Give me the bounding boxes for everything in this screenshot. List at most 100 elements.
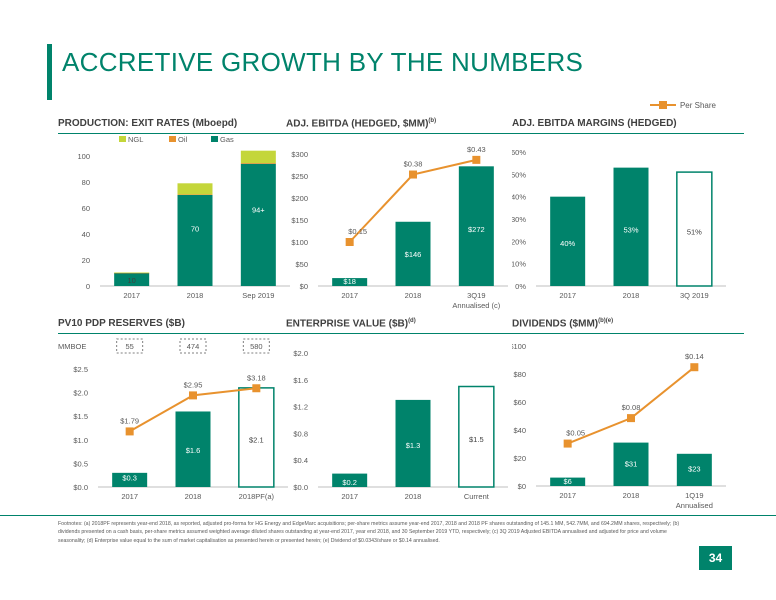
margins-ytick-label: 50% (512, 170, 526, 179)
ebitda-category-label: 2017 (341, 291, 358, 300)
production-legend-swatch-gas (211, 136, 218, 142)
margins-bar (613, 167, 649, 286)
dividends-per-share-label: $0.14 (685, 352, 704, 361)
dividends-category-label: 1Q19 (685, 491, 703, 500)
dividends-panel: DIVIDENDS ($MM)(b)(e) $0 $20 $40 $60 $80 $100… (512, 318, 752, 513)
production-bar-oil (114, 272, 150, 274)
reserves-panel: PV10 PDP RESERVES ($B) $0.0 $0.5 $1.0 $1.5 $… (58, 318, 298, 513)
ev-data-label: $1.5 (469, 435, 484, 444)
ebitda-chart: $0 $50 $100 $150 $200 $250 $300 2017 2018 3Q19Ann… (291, 145, 508, 310)
ev-ytick-label: $2.0 (293, 349, 308, 358)
dividends-per-share-label: $0.08 (622, 403, 641, 412)
ebitda-per-share-label: $0.15 (348, 227, 367, 236)
reserves-category-label: 2017 (121, 492, 138, 501)
ebitda-per-share-label: $0.43 (467, 145, 486, 154)
reserves-ytick-label: $1.5 (73, 412, 88, 421)
margins-data-label: 53% (623, 226, 638, 235)
margins-ytick-label: 10% (512, 260, 526, 269)
reserves-data-label: $1.6 (186, 446, 201, 455)
page-title: ACCRETIVE GROWTH BY THE NUMBERS (62, 47, 584, 77)
ebitda-ytick-label: $50 (295, 260, 308, 269)
reserves-mmboe-label: MMBOE (58, 342, 86, 351)
dividends-ytick-label: $20 (513, 454, 526, 463)
ebitda-per-share-marker (409, 170, 417, 179)
ebitda-data-label: $18 (343, 277, 356, 286)
production-category-label: 2018 (187, 291, 204, 300)
production-bar-gas (177, 195, 213, 286)
ebitda-per-share-label: $0.38 (404, 160, 423, 169)
production-chart: 0 20 40 60 80 100 2017 2018 Sep 2019 10 70 94+ NGL Oi… (77, 136, 290, 300)
ev-category-label: 2017 (341, 492, 358, 501)
ebitda-title-text: ADJ. EBITDA (HEDGED, $MM) (286, 118, 429, 130)
ebitda-ytick-label: $100 (291, 238, 308, 247)
margins-chart: 0% 10% 20% 30% 40% 50% 60% 2017 2018 3Q 2019 40% 53… (512, 148, 726, 300)
reserves-ytick-label: $2.0 (73, 389, 88, 398)
dividends-bar (550, 477, 586, 486)
reserves-title-text: PV10 PDP RESERVES ($B) (58, 318, 185, 329)
ebitda-ytick-label: $300 (291, 150, 308, 159)
ev-ytick-label: $0.8 (293, 429, 308, 438)
dividends-data-label: $23 (688, 465, 701, 474)
ebitda-bar (332, 278, 368, 286)
margins-ytick-label: 30% (512, 215, 526, 224)
ev-ytick-label: $0.4 (293, 456, 308, 465)
dividends-per-share-label: $0.05 (566, 429, 585, 438)
reserves-per-share-marker (189, 391, 197, 400)
ebitda-per-share-marker (345, 238, 354, 246)
reserves-mmboe-value: 474 (187, 342, 200, 351)
page-number: 34 (699, 546, 732, 570)
reserves-data-label: $2.1 (249, 435, 264, 444)
ev-title-sup: (d) (408, 318, 416, 324)
per-share-legend-label: Per Share (679, 100, 716, 110)
ev-data-label: $1.3 (406, 441, 421, 450)
production-ytick-label: 100 (77, 152, 90, 161)
reserves-mmboe-box (116, 338, 144, 354)
production-legend-swatch-ngl (119, 136, 126, 142)
production-bar-ngl (177, 183, 213, 195)
production-bar-ngl (114, 272, 150, 273)
production-data-label: 10 (127, 276, 135, 285)
reserves-mmboe-box (242, 338, 270, 354)
footer-divider (0, 515, 776, 516)
reserves-per-share-marker (252, 384, 261, 393)
dividends-ytick-label: $60 (513, 398, 526, 407)
ebitda-data-label: $146 (405, 250, 422, 259)
margins-ytick-label: 0% (515, 282, 526, 291)
reserves-bar (112, 472, 148, 487)
reserves-mmboe-value: 580 (250, 342, 263, 351)
production-ytick-label: 60 (82, 204, 90, 213)
margins-category-label: 2017 (559, 291, 576, 300)
dividends-data-label: $31 (625, 459, 638, 468)
dividends-per-share-marker (627, 414, 635, 423)
ev-bar (395, 399, 431, 487)
ebitda-category-label: 2018 (405, 291, 422, 300)
dividends-bar (613, 442, 649, 486)
reserves-ytick-label: $1.0 (73, 436, 88, 445)
dividends-title: DIVIDENDS ($MM)(b)(e) (512, 318, 744, 335)
reserves-bar (238, 387, 275, 488)
dividends-category-label: 2018 (623, 491, 640, 500)
dividends-ytick-label: $0 (518, 482, 526, 491)
reserves-bar (175, 411, 211, 487)
dividends-ytick-label: $100 (512, 342, 526, 351)
production-data-label: 70 (191, 224, 199, 233)
dividends-per-share-marker (690, 363, 699, 372)
ev-ytick-label: $0.0 (293, 483, 308, 492)
production-data-label: 94+ (252, 206, 265, 215)
production-bar-gas (114, 273, 150, 286)
ev-ytick-label: $1.6 (293, 376, 308, 385)
dividends-category-label: 2017 (559, 491, 576, 500)
dividends-title-sup: (b)(e) (598, 318, 614, 324)
margins-data-label: 51% (687, 228, 702, 237)
dividends-title-text: DIVIDENDS ($MM) (512, 318, 599, 330)
production-bar-ngl (240, 150, 276, 164)
production-ytick-label: 80 (82, 178, 90, 187)
production-ytick-label: 0 (86, 282, 90, 291)
ev-title: ENTERPRISE VALUE ($B)(d) (286, 318, 518, 335)
ev-ytick-label: $1.2 (293, 403, 308, 412)
production-title-text: PRODUCTION: EXIT RATES (Mboepd) (58, 118, 238, 129)
production-legend-label: Gas (220, 136, 234, 144)
production-legend-label: Oil (178, 136, 188, 144)
reserves-category-label: 2018 (185, 492, 202, 501)
footnote: Footnotes: (a) 2018PF represents year-en… (58, 521, 680, 544)
